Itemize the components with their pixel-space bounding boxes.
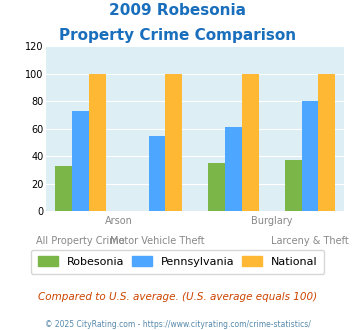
Bar bbox=[318, 74, 335, 211]
Text: Burglary: Burglary bbox=[251, 216, 293, 226]
Text: All Property Crime: All Property Crime bbox=[36, 236, 125, 246]
Text: 2009 Robesonia: 2009 Robesonia bbox=[109, 3, 246, 18]
Text: Larceny & Theft: Larceny & Theft bbox=[271, 236, 349, 246]
Text: © 2025 CityRating.com - https://www.cityrating.com/crime-statistics/: © 2025 CityRating.com - https://www.city… bbox=[45, 320, 310, 329]
Text: Property Crime Comparison: Property Crime Comparison bbox=[59, 28, 296, 43]
Bar bbox=[208, 163, 225, 211]
Text: Compared to U.S. average. (U.S. average equals 100): Compared to U.S. average. (U.S. average … bbox=[38, 292, 317, 302]
Bar bbox=[149, 136, 165, 211]
Text: Arson: Arson bbox=[105, 216, 133, 226]
Bar bbox=[165, 74, 182, 211]
Bar bbox=[55, 166, 72, 211]
Bar bbox=[285, 160, 301, 211]
Bar bbox=[301, 101, 318, 211]
Bar bbox=[72, 111, 89, 211]
Bar bbox=[225, 127, 242, 211]
Bar bbox=[242, 74, 259, 211]
Bar bbox=[89, 74, 106, 211]
Text: Motor Vehicle Theft: Motor Vehicle Theft bbox=[110, 236, 204, 246]
Legend: Robesonia, Pennsylvania, National: Robesonia, Pennsylvania, National bbox=[31, 250, 324, 274]
